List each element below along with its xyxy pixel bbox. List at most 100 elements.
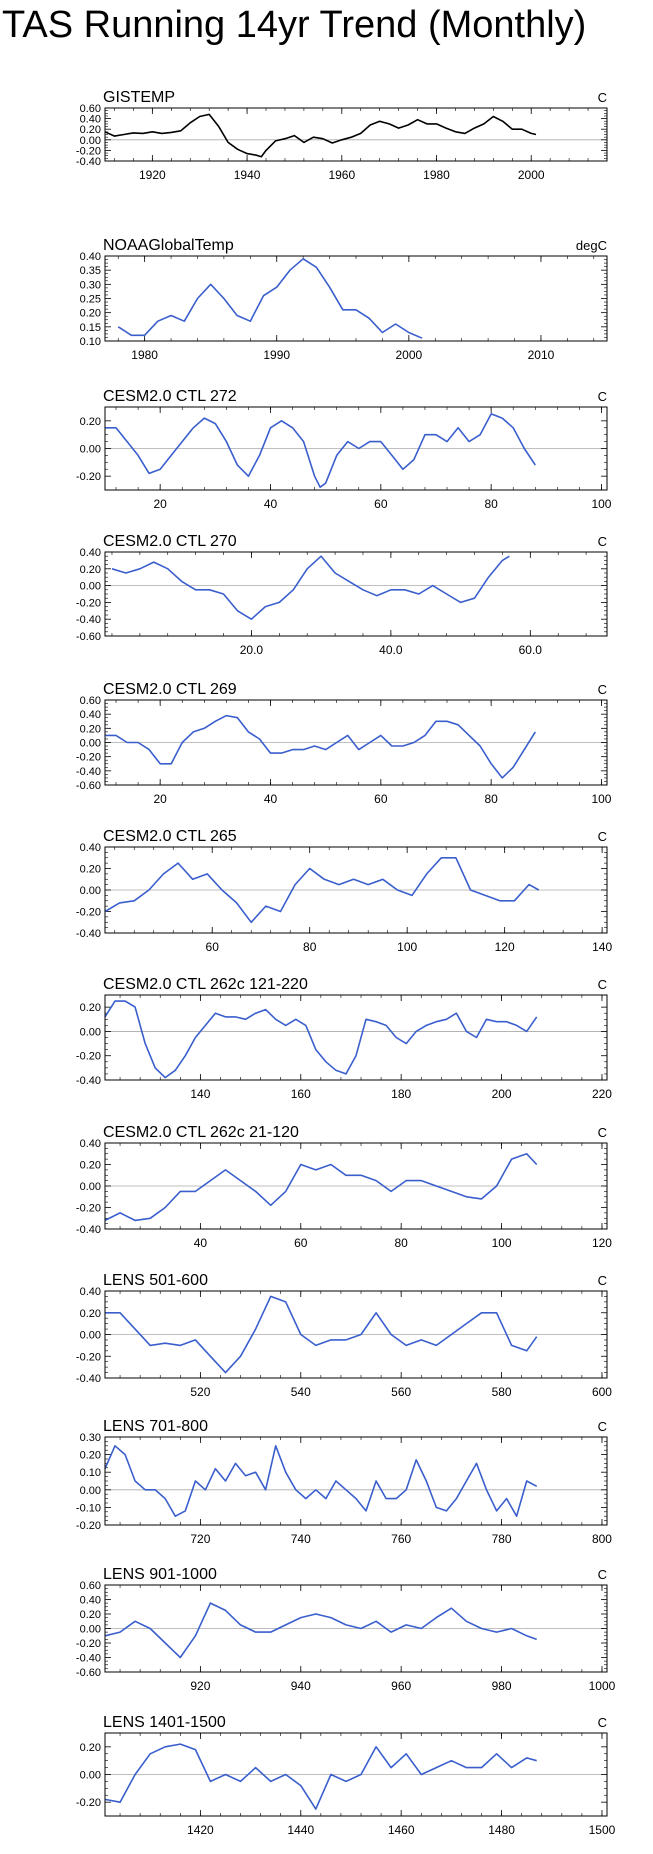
y-tick-label: -0.40 xyxy=(76,1224,101,1236)
y-tick-label: 0.35 xyxy=(80,265,101,277)
x-tick-label: 2000 xyxy=(518,168,545,182)
y-tick-label: 0.30 xyxy=(80,279,101,291)
series-line xyxy=(104,857,540,924)
unit-label: C xyxy=(598,977,607,992)
y-tick-label: 0.40 xyxy=(80,251,101,263)
y-tick-label: 0.20 xyxy=(80,1742,101,1754)
plot-frame xyxy=(104,406,608,491)
chart-title: CESM2.0 CTL 265 xyxy=(103,828,237,845)
chart-title: CESM2.0 CTL 272 xyxy=(103,388,237,405)
x-tick-label: 120 xyxy=(592,1236,612,1250)
x-tick-label: 40.0 xyxy=(379,643,403,657)
x-tick-label: 760 xyxy=(391,1532,411,1546)
x-tick-label: 40 xyxy=(264,792,278,806)
y-tick-label: -0.20 xyxy=(76,1638,101,1650)
series-line xyxy=(104,1743,537,1810)
y-tick-label: -0.20 xyxy=(76,907,101,919)
y-tick-label: 0.40 xyxy=(80,547,101,559)
x-tick-label: 940 xyxy=(291,1679,311,1693)
y-tick-label: 0.20 xyxy=(80,416,101,428)
series-line xyxy=(105,714,536,779)
y-tick-label: 0.00 xyxy=(80,738,101,750)
y-tick-label: 0.10 xyxy=(80,336,101,348)
x-tick-label: 100 xyxy=(591,497,611,511)
y-tick-label: 0.40 xyxy=(80,1138,101,1150)
chart-panel: CESM2.0 CTL 262c 121-220 C -0.40 -0.20 0.00 0… xyxy=(76,976,612,1101)
y-tick-label: 0.20 xyxy=(80,1609,101,1621)
x-tick-label: 1990 xyxy=(263,348,290,362)
y-tick-label: 0.00 xyxy=(80,885,101,897)
plot-frame xyxy=(104,994,608,1081)
x-tick-label: 80 xyxy=(484,497,498,511)
unit-label: C xyxy=(598,90,607,105)
y-tick-label: 0.00 xyxy=(80,135,101,147)
y-tick-label: 0.00 xyxy=(80,1770,101,1782)
plot-frame xyxy=(104,699,608,786)
unit-label: C xyxy=(598,534,607,549)
x-tick-label: 60.0 xyxy=(519,643,543,657)
series-line xyxy=(104,1000,538,1079)
x-tick-label: 1440 xyxy=(287,1823,314,1837)
y-tick-label: -0.60 xyxy=(76,1667,101,1679)
x-tick-label: 1480 xyxy=(488,1823,515,1837)
chart-panel: NOAAGlobalTemp degC 0.10 0.15 0.20 0.25 0.30 0.… xyxy=(80,237,608,362)
y-tick-label: 0.60 xyxy=(80,103,101,115)
plot-frame xyxy=(104,255,608,342)
chart-title: LENS 1401-1500 xyxy=(103,1714,226,1731)
x-tick-label: 80 xyxy=(484,792,498,806)
y-tick-label: 0.00 xyxy=(80,1485,101,1497)
y-tick-label: 0.00 xyxy=(80,1624,101,1636)
x-tick-label: 160 xyxy=(291,1087,311,1101)
y-tick-label: 0.20 xyxy=(80,1450,101,1462)
chart-panel: CESM2.0 CTL 269 C -0.60 -0.40 -0.20 0.00 0.20 0… xyxy=(76,681,612,806)
x-tick-label: 80 xyxy=(303,940,317,954)
y-tick-label: 0.00 xyxy=(80,581,101,593)
x-tick-label: 1000 xyxy=(589,1679,616,1693)
plot-frame xyxy=(104,107,608,162)
chart-title: CESM2.0 CTL 269 xyxy=(103,681,237,698)
y-tick-label: -0.40 xyxy=(76,1653,101,1665)
chart-panel: LENS 701-800 C -0.20 -0.10 0.00 0.10 0.20 0.30 7… xyxy=(76,1418,612,1546)
y-tick-label: 0.20 xyxy=(80,1002,101,1014)
x-tick-label: 1920 xyxy=(139,168,166,182)
x-tick-label: 720 xyxy=(190,1532,210,1546)
unit-label: C xyxy=(598,829,607,844)
chart-panel: GISTEMP C -0.40-0.200.000.200.400.60 1920 19… xyxy=(76,89,608,182)
series-line xyxy=(111,555,510,620)
x-tick-label: 520 xyxy=(190,1385,210,1399)
page-title: TAS Running 14yr Trend (Monthly) xyxy=(2,4,587,46)
x-tick-label: 140 xyxy=(190,1087,210,1101)
y-tick-label: 0.25 xyxy=(80,294,101,306)
y-tick-label: -0.20 xyxy=(76,145,101,157)
y-tick-label: 0.60 xyxy=(80,695,101,707)
y-tick-label: -0.20 xyxy=(76,1351,101,1363)
y-tick-label: 0.30 xyxy=(80,1432,101,1444)
x-tick-label: 200 xyxy=(492,1087,512,1101)
y-tick-label: -0.40 xyxy=(76,928,101,940)
x-tick-label: 1420 xyxy=(187,1823,214,1837)
x-tick-label: 580 xyxy=(492,1385,512,1399)
x-tick-label: 780 xyxy=(492,1532,512,1546)
y-tick-label: -0.40 xyxy=(76,766,101,778)
y-tick-label: 0.20 xyxy=(80,564,101,576)
series-line xyxy=(117,258,423,339)
y-tick-label: -0.20 xyxy=(76,1520,101,1532)
x-tick-label: 1980 xyxy=(423,168,450,182)
x-tick-label: 20 xyxy=(153,792,167,806)
x-tick-label: 960 xyxy=(391,1679,411,1693)
y-tick-label: 0.15 xyxy=(80,322,101,334)
y-tick-label: -0.40 xyxy=(76,614,101,626)
y-tick-label: 0.10 xyxy=(80,1467,101,1479)
y-tick-label: 0.00 xyxy=(80,1330,101,1342)
y-tick-label: -0.10 xyxy=(76,1502,101,1514)
x-tick-label: 740 xyxy=(291,1532,311,1546)
chart-title: GISTEMP xyxy=(103,89,175,106)
y-tick-label: -0.20 xyxy=(76,597,101,609)
y-tick-label: -0.20 xyxy=(76,1797,101,1809)
chart-panel: LENS 1401-1500 C -0.20 0.00 0.20 1420 1440 1460… xyxy=(76,1714,616,1837)
chart-title: NOAAGlobalTemp xyxy=(103,237,234,254)
plot-frame xyxy=(104,846,608,934)
y-tick-label: 0.20 xyxy=(80,124,101,136)
x-tick-label: 180 xyxy=(391,1087,411,1101)
